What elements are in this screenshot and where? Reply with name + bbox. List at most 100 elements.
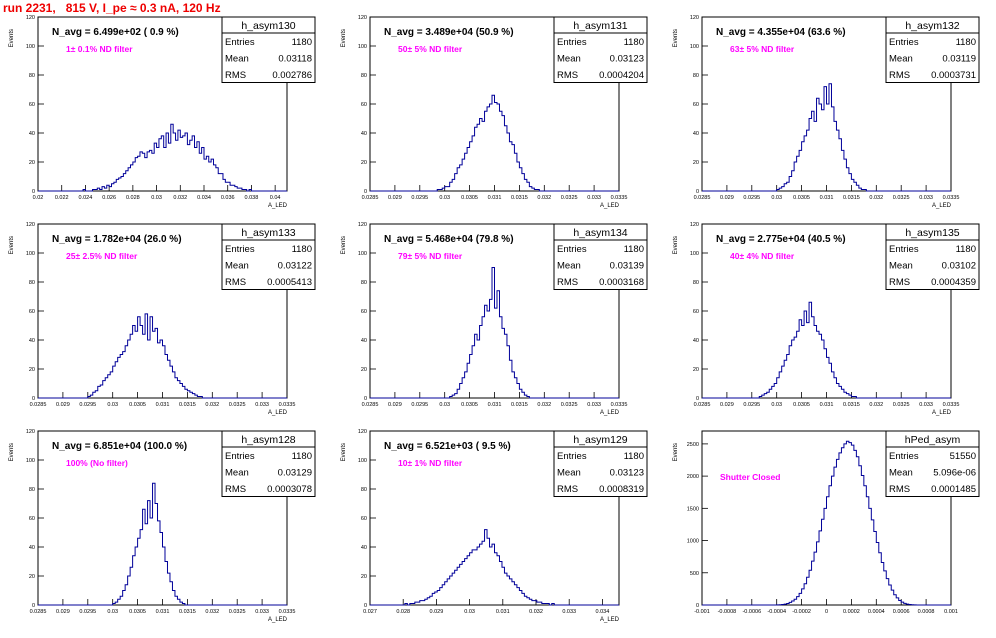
stats-value: 1180: [624, 37, 644, 48]
y-tick-label: 100: [26, 44, 35, 50]
x-tick-label: 0.04: [270, 195, 281, 201]
stats-box-frame: [885, 16, 980, 83]
x-tick-label: 0.024: [79, 195, 93, 201]
stats-key: Entries: [557, 451, 587, 462]
stats-title: h_asym128: [241, 434, 295, 446]
stats-key: Entries: [225, 244, 255, 255]
stats-key: Mean: [557, 261, 581, 272]
stats-key: RMS: [225, 277, 246, 288]
x-tick-label: 0.029: [56, 609, 70, 615]
y-tick-label: 120: [26, 222, 35, 228]
x-tick-label: 0.032: [205, 609, 219, 615]
histogram-panel-h_asym133: 0 20 40 60 80 100 120 0.0285 0.029 0.0295 0.03 0.03…: [0, 222, 332, 431]
y-tick-label: 0: [32, 396, 35, 402]
x-tick-label: 0.0295: [79, 609, 96, 615]
x-tick-label: 0.032: [173, 195, 187, 201]
y-tick-label: 2000: [687, 474, 699, 480]
x-tick-label: 0.032: [537, 195, 551, 201]
histogram-line: [370, 267, 619, 399]
x-tick-label: 0.0335: [611, 402, 628, 408]
x-tick-label: -0.0008: [718, 609, 737, 615]
filter-note: 1± 0.1% ND filter: [66, 44, 133, 54]
stats-key: Entries: [889, 451, 919, 462]
filter-note: 40± 4% ND filter: [730, 251, 795, 261]
x-tick-label: 0: [825, 609, 828, 615]
y-tick-label: 80: [361, 73, 367, 79]
y-tick-label: 2500: [687, 442, 699, 448]
x-tick-label: 0.029: [56, 402, 70, 408]
stats-value: 1180: [292, 37, 312, 48]
x-tick-label: 0.033: [255, 609, 269, 615]
y-axis-label: Events: [673, 29, 679, 47]
stats-key: Entries: [889, 244, 919, 255]
x-tick-label: 0.032: [869, 195, 883, 201]
run-title: run 2231, 815 V, I_pe ≈ 0.3 nA, 120 Hz: [3, 1, 221, 15]
stats-value: 0.03118: [278, 54, 312, 65]
stats-title: h_asym130: [241, 20, 295, 32]
x-tick-label: 0.03: [107, 609, 118, 615]
x-tick-label: 0.0305: [129, 402, 146, 408]
y-tick-label: 20: [361, 367, 367, 373]
x-tick-label: 0.0335: [279, 609, 296, 615]
y-tick-label: 40: [361, 131, 367, 137]
x-tick-label: 0.02: [33, 195, 44, 201]
stats-key: Mean: [889, 468, 913, 479]
x-tick-label: 0.0325: [561, 402, 578, 408]
y-tick-label: 100: [26, 458, 35, 464]
y-tick-label: 120: [358, 15, 367, 21]
stats-key: RMS: [557, 277, 578, 288]
histogram-line: [702, 440, 951, 606]
x-tick-label: 0.031: [496, 609, 510, 615]
y-tick-label: 0: [32, 189, 35, 195]
histogram-line: [38, 313, 287, 399]
y-tick-label: 60: [29, 309, 35, 315]
x-tick-label: 0.0305: [461, 402, 478, 408]
stats-value: 0.0008319: [599, 484, 644, 495]
stats-value: 0.03122: [278, 261, 312, 272]
x-tick-label: 0.036: [221, 195, 235, 201]
x-axis-label: A_LED: [268, 203, 288, 209]
headline-text: N_avg = 6.521e+03 ( 9.5 %): [384, 441, 511, 452]
stats-box-frame: [553, 430, 648, 497]
y-tick-label: 60: [361, 309, 367, 315]
x-tick-label: 0.0295: [743, 402, 760, 408]
x-tick-label: 0.0335: [611, 195, 628, 201]
x-tick-label: 0.0315: [179, 609, 196, 615]
stats-key: Entries: [225, 451, 255, 462]
headline-text: N_avg = 6.851e+04 (100.0 %): [52, 441, 187, 452]
x-tick-label: 0.033: [919, 195, 933, 201]
y-tick-label: 1000: [687, 539, 699, 545]
stats-box: h_asym130 Entries 1180 Mean 0.03118 RMS 0.0027…: [221, 16, 316, 83]
y-tick-label: 80: [693, 73, 699, 79]
histogram-svg: 0 500 1000 1500 2000 2500 -0.001 -0.0008 -0.0006…: [673, 430, 980, 615]
x-tick-label: 0.0305: [793, 195, 810, 201]
y-axis-label: Events: [9, 443, 15, 461]
y-tick-label: 100: [690, 251, 699, 257]
y-tick-label: 60: [693, 102, 699, 108]
y-tick-label: 80: [693, 280, 699, 286]
y-tick-label: 40: [29, 545, 35, 551]
x-tick-label: 0.03: [107, 402, 118, 408]
y-tick-label: 40: [29, 338, 35, 344]
stats-box-frame: [553, 16, 648, 83]
y-tick-label: 40: [29, 131, 35, 137]
histogram-panel-h_asym132: 0 20 40 60 80 100 120 0.0285 0.029 0.0295 0.03 0.03…: [664, 15, 996, 224]
x-tick-label: 0.034: [197, 195, 211, 201]
y-tick-label: 0: [364, 189, 367, 195]
headline-text: N_avg = 3.489e+04 (50.9 %): [384, 27, 514, 38]
y-tick-label: 0: [696, 603, 699, 609]
filter-note: 100% (No filter): [66, 458, 128, 468]
stats-title: h_asym129: [573, 434, 627, 446]
x-tick-label: 0.0295: [411, 402, 428, 408]
x-tick-label: 0.028: [396, 609, 410, 615]
y-tick-label: 0: [364, 396, 367, 402]
stats-value: 0.03123: [610, 468, 644, 479]
x-tick-label: 0.0325: [893, 402, 910, 408]
filter-note: 79± 5% ND filter: [398, 251, 463, 261]
x-axis-label: A_LED: [600, 203, 620, 209]
x-tick-label: 0.032: [529, 609, 543, 615]
histogram-svg: 0 20 40 60 80 100 120 0.0285 0.029 0.0295 0.03 0.03…: [9, 429, 316, 623]
x-tick-label: 0.0315: [511, 402, 528, 408]
x-tick-label: 0.0285: [694, 402, 711, 408]
y-tick-label: 120: [358, 429, 367, 435]
